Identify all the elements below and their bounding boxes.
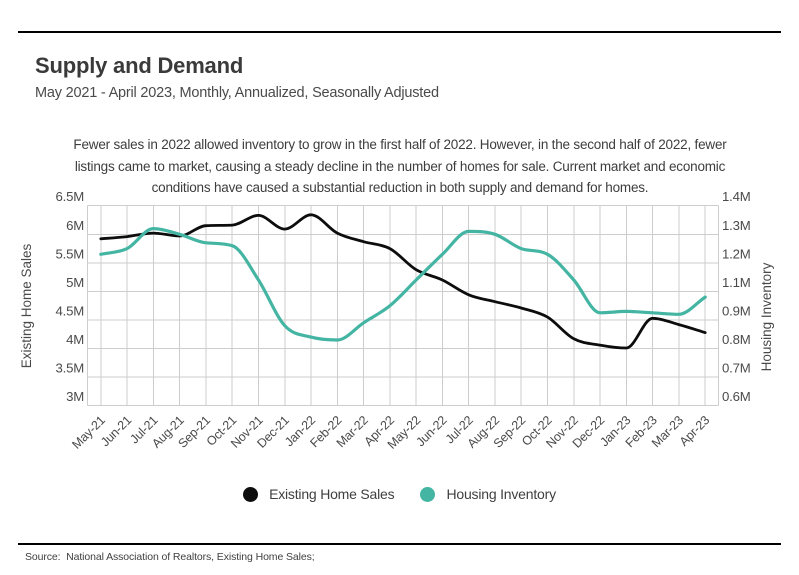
chart-legend: Existing Home Sales Housing Inventory <box>0 486 799 502</box>
existing-home-sales-line <box>99 213 707 350</box>
right-axis-title: Housing Inventory <box>759 262 774 371</box>
description-line-1: Fewer sales in 2022 allowed inventory to… <box>73 137 727 152</box>
y-axis-tick-label-right: 1.4M <box>722 189 751 204</box>
description-line-3: conditions have caused a substantial red… <box>151 180 649 196</box>
housing-inventory-line <box>99 227 707 342</box>
legend-item-housing-inventory: Housing Inventory <box>420 486 556 502</box>
y-axis-tick-label-left: 3.5M <box>55 361 84 376</box>
source-note: Source: National Association of Realtors… <box>25 510 315 575</box>
y-axis-tick-label-right: 1.3M <box>722 218 751 233</box>
y-axis-tick-label-left: 3M <box>66 389 84 404</box>
y-axis-tick-label-left: 6.5M <box>55 189 84 204</box>
x-axis-tick-label: Apr-23 <box>677 413 713 449</box>
y-axis-tick-label-left: 6M <box>66 218 84 233</box>
bottom-divider <box>18 543 781 545</box>
x-axis-tick-label: Jun-21 <box>98 413 134 449</box>
page-subtitle: May 2021 - April 2023, Monthly, Annualiz… <box>35 85 439 101</box>
y-axis-tick-label-left: 4.5M <box>55 303 84 318</box>
y-axis-tick-label-left: 4M <box>66 332 84 347</box>
page-title: Supply and Demand <box>35 53 244 78</box>
y-axis-tick-label-right: 1.2M <box>722 246 751 261</box>
x-axis-tick-label: May-21 <box>69 413 108 452</box>
legend-swatch-black-icon <box>243 486 259 502</box>
y-axis-tick-label-right: 0.7M <box>722 361 751 376</box>
x-axis-tick-label: Jun-22 <box>413 413 449 449</box>
chart-description: Fewer sales in 2022 allowed inventory to… <box>55 134 745 199</box>
y-axis-tick-label-right: 1.1M <box>722 275 751 290</box>
legend-label-housing-inventory: Housing Inventory <box>446 486 556 502</box>
y-axis-tick-label-left: 5M <box>66 275 84 290</box>
legend-swatch-teal-icon <box>420 486 436 502</box>
source-line-1: Source: National Association of Realtors… <box>25 551 315 563</box>
legend-item-existing-home-sales: Existing Home Sales <box>243 486 395 502</box>
legend-label-existing-home-sales: Existing Home Sales <box>269 486 395 502</box>
y-axis-tick-label-right: 0.6M <box>722 389 751 404</box>
top-divider <box>18 31 781 33</box>
y-axis-tick-label-left: 5.5M <box>55 246 84 261</box>
left-axis-title: Existing Home Sales <box>19 243 34 368</box>
y-axis-tick-label-right: 0.9M <box>722 303 751 318</box>
description-line-2: listings came to market, causing a stead… <box>74 158 726 174</box>
y-axis-tick-label-right: 0.8M <box>722 332 751 347</box>
